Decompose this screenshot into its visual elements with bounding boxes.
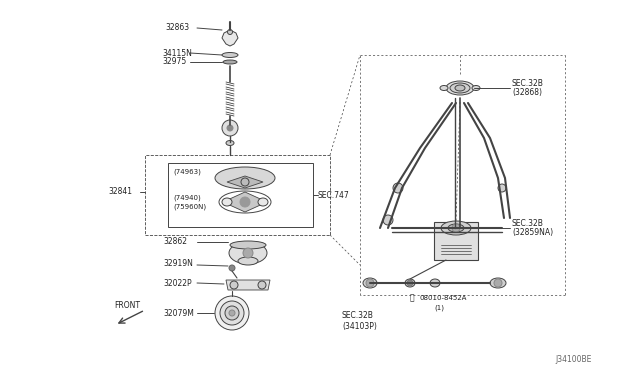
Circle shape: [366, 279, 374, 287]
Circle shape: [243, 248, 253, 258]
Ellipse shape: [455, 85, 465, 91]
Circle shape: [227, 125, 233, 131]
Circle shape: [452, 224, 460, 232]
Ellipse shape: [430, 279, 440, 287]
Circle shape: [393, 183, 403, 193]
Ellipse shape: [230, 241, 266, 249]
Text: SEC.32B: SEC.32B: [342, 311, 374, 320]
Ellipse shape: [226, 141, 234, 145]
Ellipse shape: [222, 198, 232, 206]
Text: (32859NA): (32859NA): [512, 228, 553, 237]
Text: SEC.747: SEC.747: [318, 190, 349, 199]
Text: 32841: 32841: [108, 187, 132, 196]
Ellipse shape: [238, 257, 258, 265]
Ellipse shape: [363, 278, 377, 288]
Ellipse shape: [490, 278, 506, 288]
Ellipse shape: [215, 167, 275, 189]
Text: 08010-8452A: 08010-8452A: [420, 295, 467, 301]
Text: 32975: 32975: [162, 58, 186, 67]
Circle shape: [220, 301, 244, 325]
Text: 32022P: 32022P: [163, 279, 191, 288]
Text: (75960N): (75960N): [173, 204, 206, 210]
Ellipse shape: [229, 242, 267, 264]
Circle shape: [407, 280, 413, 286]
Text: (34103P): (34103P): [342, 321, 377, 330]
Text: (74940): (74940): [173, 195, 201, 201]
Text: (1): (1): [434, 305, 444, 311]
Text: FRONT: FRONT: [114, 301, 140, 310]
Bar: [145, 155, 330, 235]
Text: SEC.32B: SEC.32B: [512, 218, 544, 228]
Circle shape: [222, 120, 238, 136]
Circle shape: [494, 279, 502, 287]
Ellipse shape: [405, 279, 415, 287]
Ellipse shape: [446, 81, 474, 95]
Bar: [434, 222, 478, 260]
Ellipse shape: [448, 224, 464, 232]
Ellipse shape: [450, 83, 470, 93]
Circle shape: [229, 265, 235, 271]
Text: 32862: 32862: [163, 237, 187, 247]
Text: Ⓑ: Ⓑ: [410, 294, 414, 302]
Polygon shape: [223, 192, 267, 212]
Text: (32868): (32868): [512, 89, 542, 97]
Polygon shape: [222, 30, 238, 46]
Text: 32919N: 32919N: [163, 260, 193, 269]
Text: 32079M: 32079M: [163, 308, 194, 317]
Text: J34100BE: J34100BE: [555, 356, 591, 365]
Ellipse shape: [222, 52, 238, 58]
Circle shape: [229, 310, 235, 316]
Text: 32863: 32863: [165, 23, 189, 32]
Text: SEC.32B: SEC.32B: [512, 78, 544, 87]
Polygon shape: [226, 280, 270, 290]
Ellipse shape: [223, 60, 237, 64]
Ellipse shape: [440, 86, 448, 90]
Circle shape: [225, 306, 239, 320]
Circle shape: [498, 184, 506, 192]
Circle shape: [258, 281, 266, 289]
Bar: [168, 163, 313, 227]
Circle shape: [227, 29, 232, 35]
Text: 34115N: 34115N: [162, 48, 192, 58]
Circle shape: [230, 281, 238, 289]
Circle shape: [240, 197, 250, 207]
Circle shape: [215, 296, 249, 330]
Ellipse shape: [258, 198, 268, 206]
Circle shape: [383, 215, 393, 225]
Text: (74963): (74963): [173, 169, 201, 175]
Ellipse shape: [441, 221, 471, 235]
Ellipse shape: [472, 86, 480, 90]
Polygon shape: [227, 176, 263, 188]
